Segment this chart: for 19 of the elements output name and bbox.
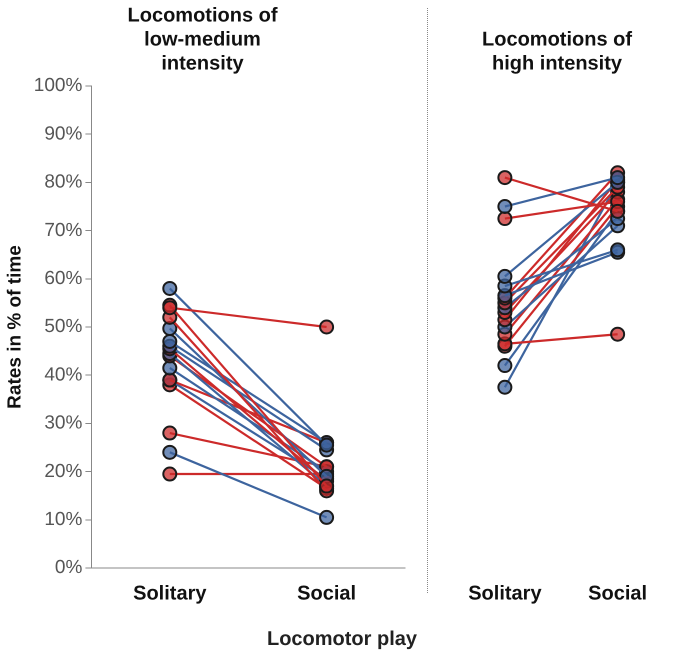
y-tick-label: 20% bbox=[44, 460, 82, 482]
x-tick-label: Solitary bbox=[133, 582, 208, 605]
x-tick-label: Social bbox=[588, 582, 648, 605]
chart-title: Locomotions of high intensity bbox=[482, 28, 632, 75]
y-tick-label: 100% bbox=[34, 75, 82, 96]
y-axis-title: Rates in % of time bbox=[4, 245, 26, 409]
y-tick-label: 10% bbox=[44, 509, 82, 530]
y-tick-label: 0% bbox=[54, 557, 82, 578]
chart-title: Locomotions of low-medium intensity bbox=[128, 4, 278, 75]
y-tick-label: 40% bbox=[44, 364, 82, 386]
y-tick-label: 70% bbox=[44, 220, 82, 241]
y-tick-label: 90% bbox=[44, 123, 82, 144]
y-tick-label: 80% bbox=[44, 172, 82, 193]
y-tick-label: 30% bbox=[44, 412, 82, 434]
x-axis-title: Locomotor play bbox=[266, 628, 418, 651]
x-tick-label: Social bbox=[297, 582, 356, 605]
x-tick-label: Solitary bbox=[468, 582, 542, 605]
y-tick-label: 50% bbox=[44, 316, 82, 338]
y-tick-label: 60% bbox=[44, 268, 82, 290]
